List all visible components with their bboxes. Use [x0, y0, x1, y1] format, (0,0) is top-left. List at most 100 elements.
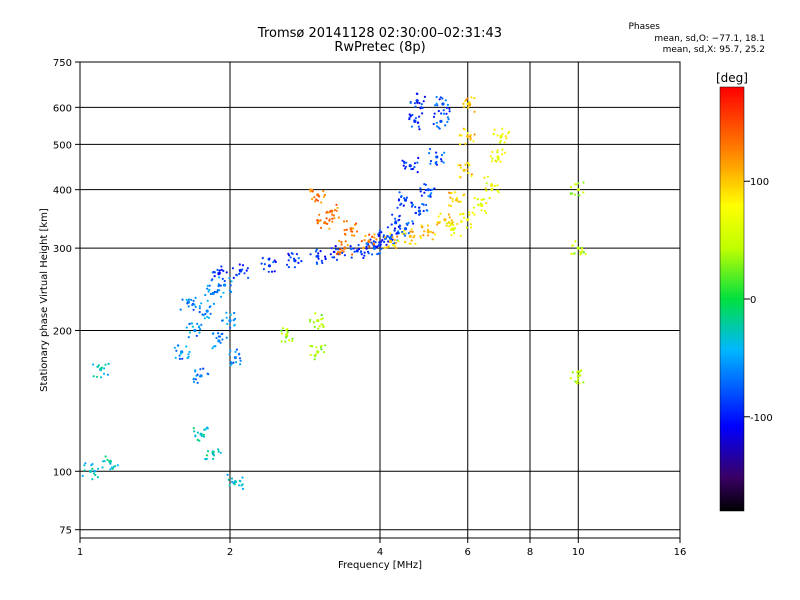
data-point-scatter [232, 319, 235, 322]
data-point-scatter [410, 205, 413, 208]
data-point-scatter [389, 232, 392, 235]
data-point-scatter [220, 265, 223, 268]
data-point-scatter [491, 150, 494, 153]
data-point-scatter [373, 236, 376, 239]
data-point-scatter [458, 175, 461, 178]
data-point-scatter [455, 196, 458, 200]
data-point-scatter [383, 246, 386, 249]
data-point-scatter [346, 244, 349, 247]
data-point-scatter [449, 223, 452, 226]
data-point-scatter [217, 448, 220, 451]
data-point-scatter [380, 231, 383, 234]
data-point [408, 164, 412, 168]
data-point-scatter [409, 230, 412, 233]
data-point-scatter [324, 257, 327, 261]
data-point-scatter [181, 298, 184, 301]
data-point-scatter [317, 327, 320, 330]
data-point-scatter [199, 368, 202, 371]
data-point-scatter [338, 248, 341, 251]
data-point-scatter [207, 316, 210, 319]
data-point-scatter [345, 220, 348, 223]
data-point-scatter [435, 102, 438, 105]
data-point-scatter [450, 204, 453, 208]
data-point-scatter [440, 112, 443, 115]
data-point-scatter [414, 205, 417, 209]
data-point-scatter [238, 479, 241, 482]
data-point-scatter [501, 153, 504, 156]
data-point-scatter [229, 364, 232, 367]
data-point-scatter [235, 274, 238, 277]
data-point-scatter [451, 197, 454, 200]
data-point-scatter [470, 96, 473, 99]
data-point-scatter [428, 147, 432, 151]
data-point-scatter [103, 367, 106, 370]
data-point-scatter [387, 235, 390, 238]
data-point-scatter [403, 234, 407, 237]
data-point-scatter [188, 331, 192, 334]
data-point-scatter [584, 253, 587, 256]
data-point-scatter [289, 256, 292, 259]
data-point-scatter [321, 261, 324, 265]
data-point-scatter [415, 92, 418, 95]
data-point-scatter [273, 259, 276, 262]
data-point-scatter [178, 357, 181, 360]
data-point-scatter [91, 478, 94, 481]
data-point-scatter [318, 220, 321, 223]
data-point-scatter [194, 305, 197, 308]
data-point-scatter [458, 134, 461, 137]
data-point-scatter [429, 162, 432, 165]
data-point-scatter [394, 241, 397, 245]
data-point-scatter [470, 174, 473, 178]
data-point-scatter [217, 335, 220, 338]
data-point-scatter [194, 378, 197, 381]
data-point-scatter [192, 378, 195, 381]
data-point-scatter [406, 223, 409, 226]
data-point-scatter [221, 338, 224, 341]
data-point-scatter [205, 426, 208, 429]
data-point-scatter [241, 487, 245, 490]
data-point-scatter [448, 107, 451, 110]
data-point [435, 155, 439, 159]
data-point-scatter [571, 244, 574, 247]
data-point-scatter [287, 252, 290, 255]
data-point-scatter [466, 168, 469, 171]
data-point-scatter [444, 124, 447, 127]
data-point-scatter [473, 97, 476, 100]
data-point-scatter [363, 251, 366, 254]
data-point-scatter [407, 221, 410, 224]
data-point-scatter [323, 351, 326, 354]
data-point-scatter [463, 128, 466, 131]
data-point-scatter [385, 243, 388, 246]
data-point [462, 168, 466, 172]
data-point-scatter [396, 232, 399, 235]
data-point-scatter [413, 234, 416, 237]
data-point-scatter [225, 271, 228, 274]
data-point-scatter [312, 321, 315, 324]
data-point-scatter [397, 199, 400, 202]
data-point-scatter [357, 247, 361, 251]
data-point-scatter [350, 247, 353, 250]
data-point-scatter [218, 289, 221, 292]
data-point-scatter [238, 484, 241, 487]
data-point-scatter [423, 230, 426, 233]
data-point-scatter [209, 305, 212, 308]
data-point-scatter [490, 160, 493, 163]
data-point-scatter [360, 240, 363, 243]
data-point-scatter [229, 326, 232, 329]
data-point-scatter [467, 171, 470, 175]
data-point-scatter [290, 252, 293, 255]
colorbar [719, 86, 745, 512]
data-point-scatter [456, 222, 459, 226]
data-point-scatter [354, 222, 358, 225]
data-point-scatter [577, 188, 580, 191]
data-point-scatter [324, 344, 327, 347]
data-point-scatter [477, 204, 480, 207]
data-point-scatter [432, 231, 435, 234]
data-point-scatter [314, 250, 318, 253]
data-point-scatter [315, 346, 318, 349]
data-point-scatter [437, 221, 440, 224]
data-point-scatter [437, 109, 440, 113]
colorbar-label: [deg] [716, 71, 748, 85]
data-point-scatter [311, 198, 314, 201]
data-point-scatter [367, 252, 370, 255]
